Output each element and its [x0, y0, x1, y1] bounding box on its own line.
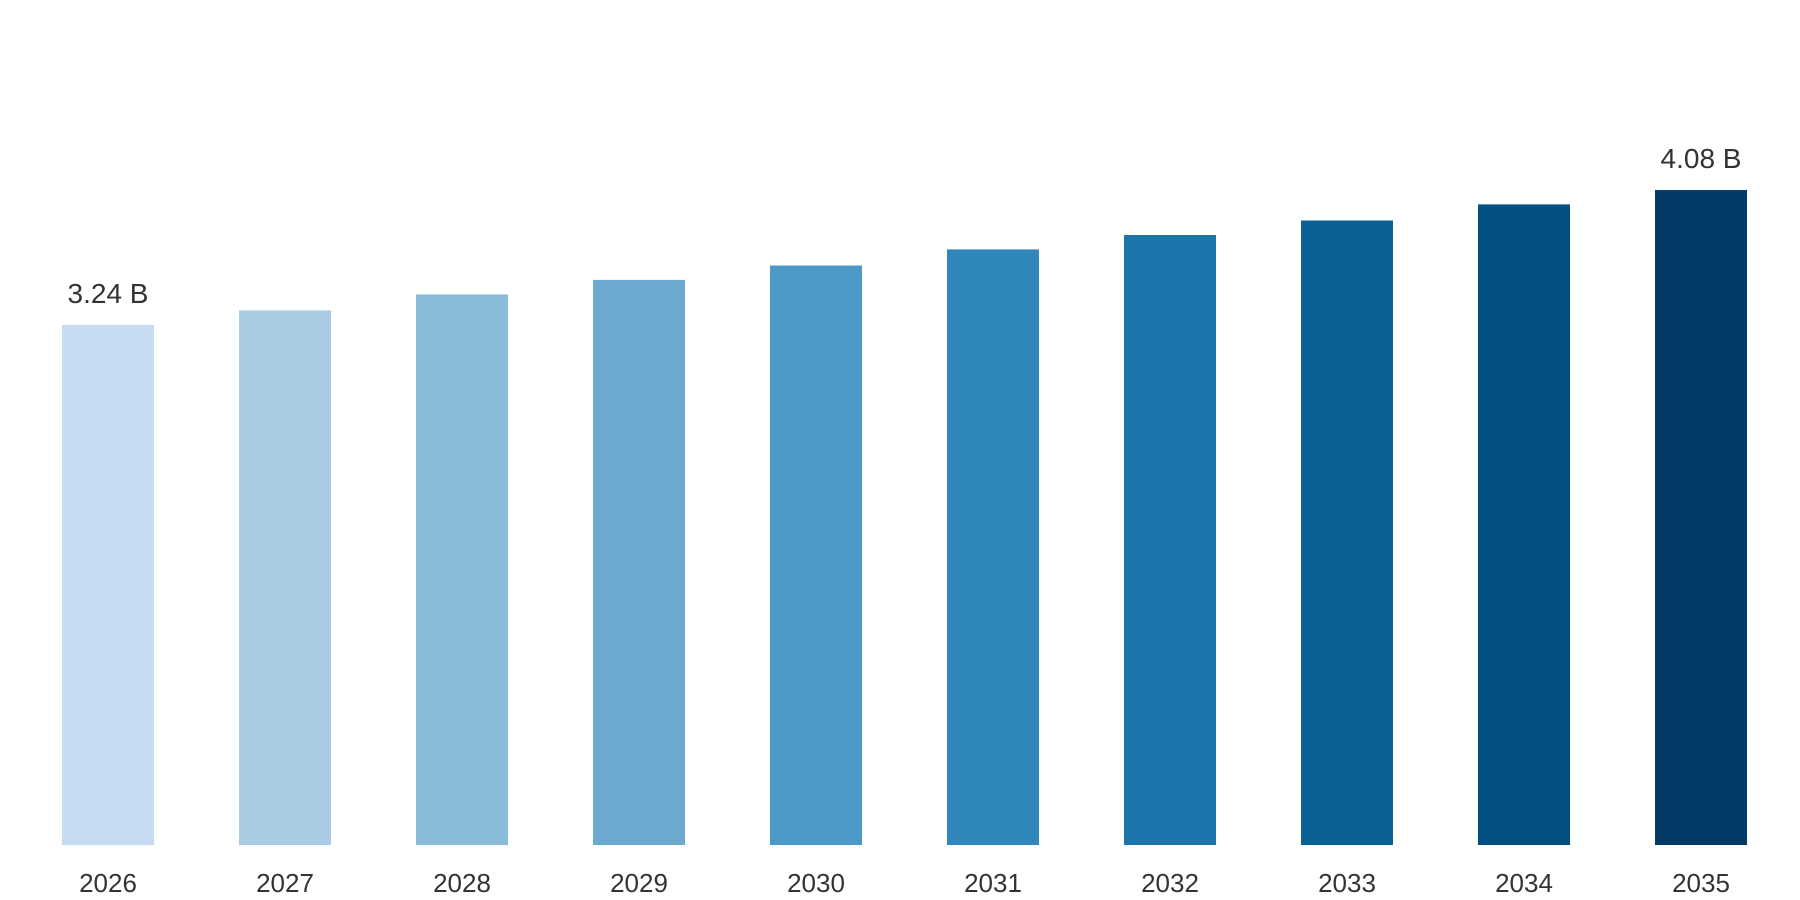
bar-2035 — [1655, 190, 1747, 845]
x-tick-label-2027: 2027 — [256, 868, 314, 898]
x-tick-label-2026: 2026 — [79, 868, 137, 898]
x-axis-tick-labels: 2026 2027 2028 2029 2030 2031 2032 2033 2034 2035 — [79, 868, 1730, 898]
x-tick-label-2035: 2035 — [1672, 868, 1730, 898]
data-label-2026: 3.24 B — [68, 278, 149, 309]
x-tick-label-2032: 2032 — [1141, 868, 1199, 898]
x-tick-label-2028: 2028 — [433, 868, 491, 898]
x-tick-label-2034: 2034 — [1495, 868, 1553, 898]
value-labels-group: 3.24 B 4.08 B — [68, 143, 1742, 309]
bar-2032 — [1124, 235, 1216, 845]
x-tick-label-2029: 2029 — [610, 868, 668, 898]
bar-2031 — [947, 249, 1039, 845]
bar-2028 — [416, 294, 508, 845]
bar-2030 — [770, 265, 862, 845]
bar-2027 — [239, 310, 331, 845]
bars-group — [62, 190, 1747, 845]
bar-2033 — [1301, 220, 1393, 845]
data-label-2035: 4.08 B — [1661, 143, 1742, 174]
bar-2026 — [62, 324, 154, 845]
x-tick-label-2031: 2031 — [964, 868, 1022, 898]
bar-2029 — [593, 279, 685, 845]
x-tick-label-2033: 2033 — [1318, 868, 1376, 898]
bar-2034 — [1478, 204, 1570, 845]
x-tick-label-2030: 2030 — [787, 868, 845, 898]
